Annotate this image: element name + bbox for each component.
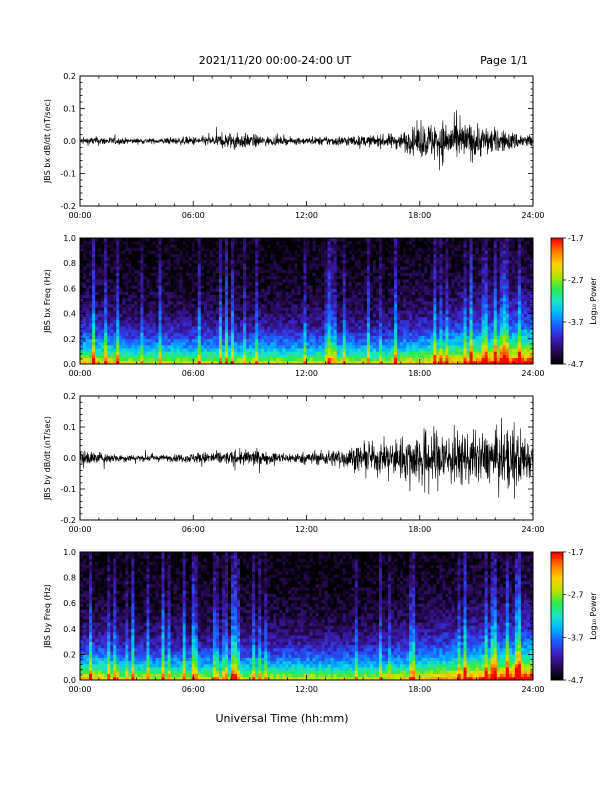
colorbar-label: Log₁₀ Power xyxy=(589,277,598,325)
colorbar-tick-label: -4.7 xyxy=(568,676,584,685)
y-tick-label: 0.6 xyxy=(63,599,76,608)
y-axis-label: JBS by dB/dt (nT/sec) xyxy=(43,416,52,501)
x-tick-label: 12:00 xyxy=(295,369,318,378)
colorbar-tick-label: -3.7 xyxy=(568,633,584,642)
y-tick-label: 1.0 xyxy=(63,548,76,557)
y-tick-label: 0.2 xyxy=(63,72,76,81)
y-tick-label: 0.2 xyxy=(63,335,76,344)
x-tick-label: 24:00 xyxy=(521,211,544,220)
y-tick-label: 0.8 xyxy=(63,259,76,268)
x-tick-label: 00:00 xyxy=(68,369,91,378)
trace-line xyxy=(79,110,534,171)
spectrogram-cells xyxy=(80,238,534,365)
y-tick-label: 0.8 xyxy=(63,574,76,583)
y-tick-label: 1.0 xyxy=(63,234,76,243)
y-axis-label: JBS by Freq (Hz) xyxy=(43,584,52,649)
x-tick-label: 06:00 xyxy=(182,525,205,534)
colorbar-tick-label: -2.7 xyxy=(568,591,584,600)
x-tick-label: 06:00 xyxy=(182,211,205,220)
x-tick-label: 24:00 xyxy=(521,525,544,534)
x-tick-label: 18:00 xyxy=(408,525,431,534)
y-axis-label: JBS bx Freq (Hz) xyxy=(43,269,52,334)
x-tick-label: 18:00 xyxy=(408,369,431,378)
y-tick-label: 0.6 xyxy=(63,284,76,293)
y-tick-label: -0.1 xyxy=(60,170,76,179)
colorbar-4: -1.7 -2.7 -3.7 -4.7 Log₁₀ Power xyxy=(550,548,598,685)
y-tick-label: 0.2 xyxy=(63,650,76,659)
panel-4: -1.7 -2.7 -3.7 -4.7 Log₁₀ Power 00:00 06:00 12:… xyxy=(43,548,598,694)
x-tick-label: 24:00 xyxy=(521,685,544,694)
x-tick-label: 24:00 xyxy=(521,369,544,378)
x-tick-label: 12:00 xyxy=(295,685,318,694)
x-tick-label: 00:00 xyxy=(68,525,91,534)
colorbar-label: Log₁₀ Power xyxy=(589,592,598,640)
x-tick-label: 00:00 xyxy=(68,211,91,220)
x-tick-label: 06:00 xyxy=(182,369,205,378)
y-tick-label: -0.2 xyxy=(60,516,76,525)
y-tick-label: -0.1 xyxy=(60,485,76,494)
page-indicator: Page 1/1 xyxy=(480,54,528,67)
panels: 00:00 06:00 12:00 18:00 24:00 0.2 0.1 0.0 -0.1 -0… xyxy=(43,72,598,694)
figure-title: 2021/11/20 00:00-24:00 UT xyxy=(199,54,352,67)
spectrogram-cells xyxy=(80,552,534,681)
y-tick-label: 0.0 xyxy=(63,676,76,685)
y-tick-label: 0.2 xyxy=(63,392,76,401)
colorbar-tick-label: -1.7 xyxy=(568,548,584,557)
panel-3: 00:00 06:00 12:00 18:00 24:00 0.2 0.1 0.0 -0.1 -0… xyxy=(43,392,545,534)
panel-2: -1.7 -2.7 -3.7 -4.7 Log₁₀ Power 00:00 06:00 12:… xyxy=(43,234,598,378)
x-tick-label: 12:00 xyxy=(295,525,318,534)
y-tick-label: 0.4 xyxy=(63,625,76,634)
y-tick-label: 0.0 xyxy=(63,454,76,463)
y-tick-label: 0.1 xyxy=(63,423,76,432)
colorbar-tick-label: -4.7 xyxy=(568,360,584,369)
trace-line xyxy=(79,417,534,499)
y-axis-label: JBS bx dB/dt (nT/sec) xyxy=(43,99,52,184)
y-tick-label: 0.0 xyxy=(63,137,76,146)
panel-1: 00:00 06:00 12:00 18:00 24:00 0.2 0.1 0.0 -0.1 -0… xyxy=(43,72,545,220)
colorbar-tick-label: -2.7 xyxy=(568,276,584,285)
x-tick-label: 18:00 xyxy=(408,685,431,694)
x-tick-label: 06:00 xyxy=(182,685,205,694)
y-tick-label: 0.0 xyxy=(63,360,76,369)
colorbar-tick-label: -3.7 xyxy=(568,318,584,327)
x-tick-label: 00:00 xyxy=(68,685,91,694)
x-tick-label: 18:00 xyxy=(408,211,431,220)
y-tick-label: -0.2 xyxy=(60,202,76,211)
x-axis-label: Universal Time (hh:mm) xyxy=(216,712,349,725)
y-tick-label: 0.4 xyxy=(63,310,76,319)
x-tick-label: 12:00 xyxy=(295,211,318,220)
colorbar-tick-label: -1.7 xyxy=(568,234,584,243)
y-tick-label: 0.1 xyxy=(63,105,76,114)
colorbar-2: -1.7 -2.7 -3.7 -4.7 Log₁₀ Power xyxy=(550,234,598,369)
